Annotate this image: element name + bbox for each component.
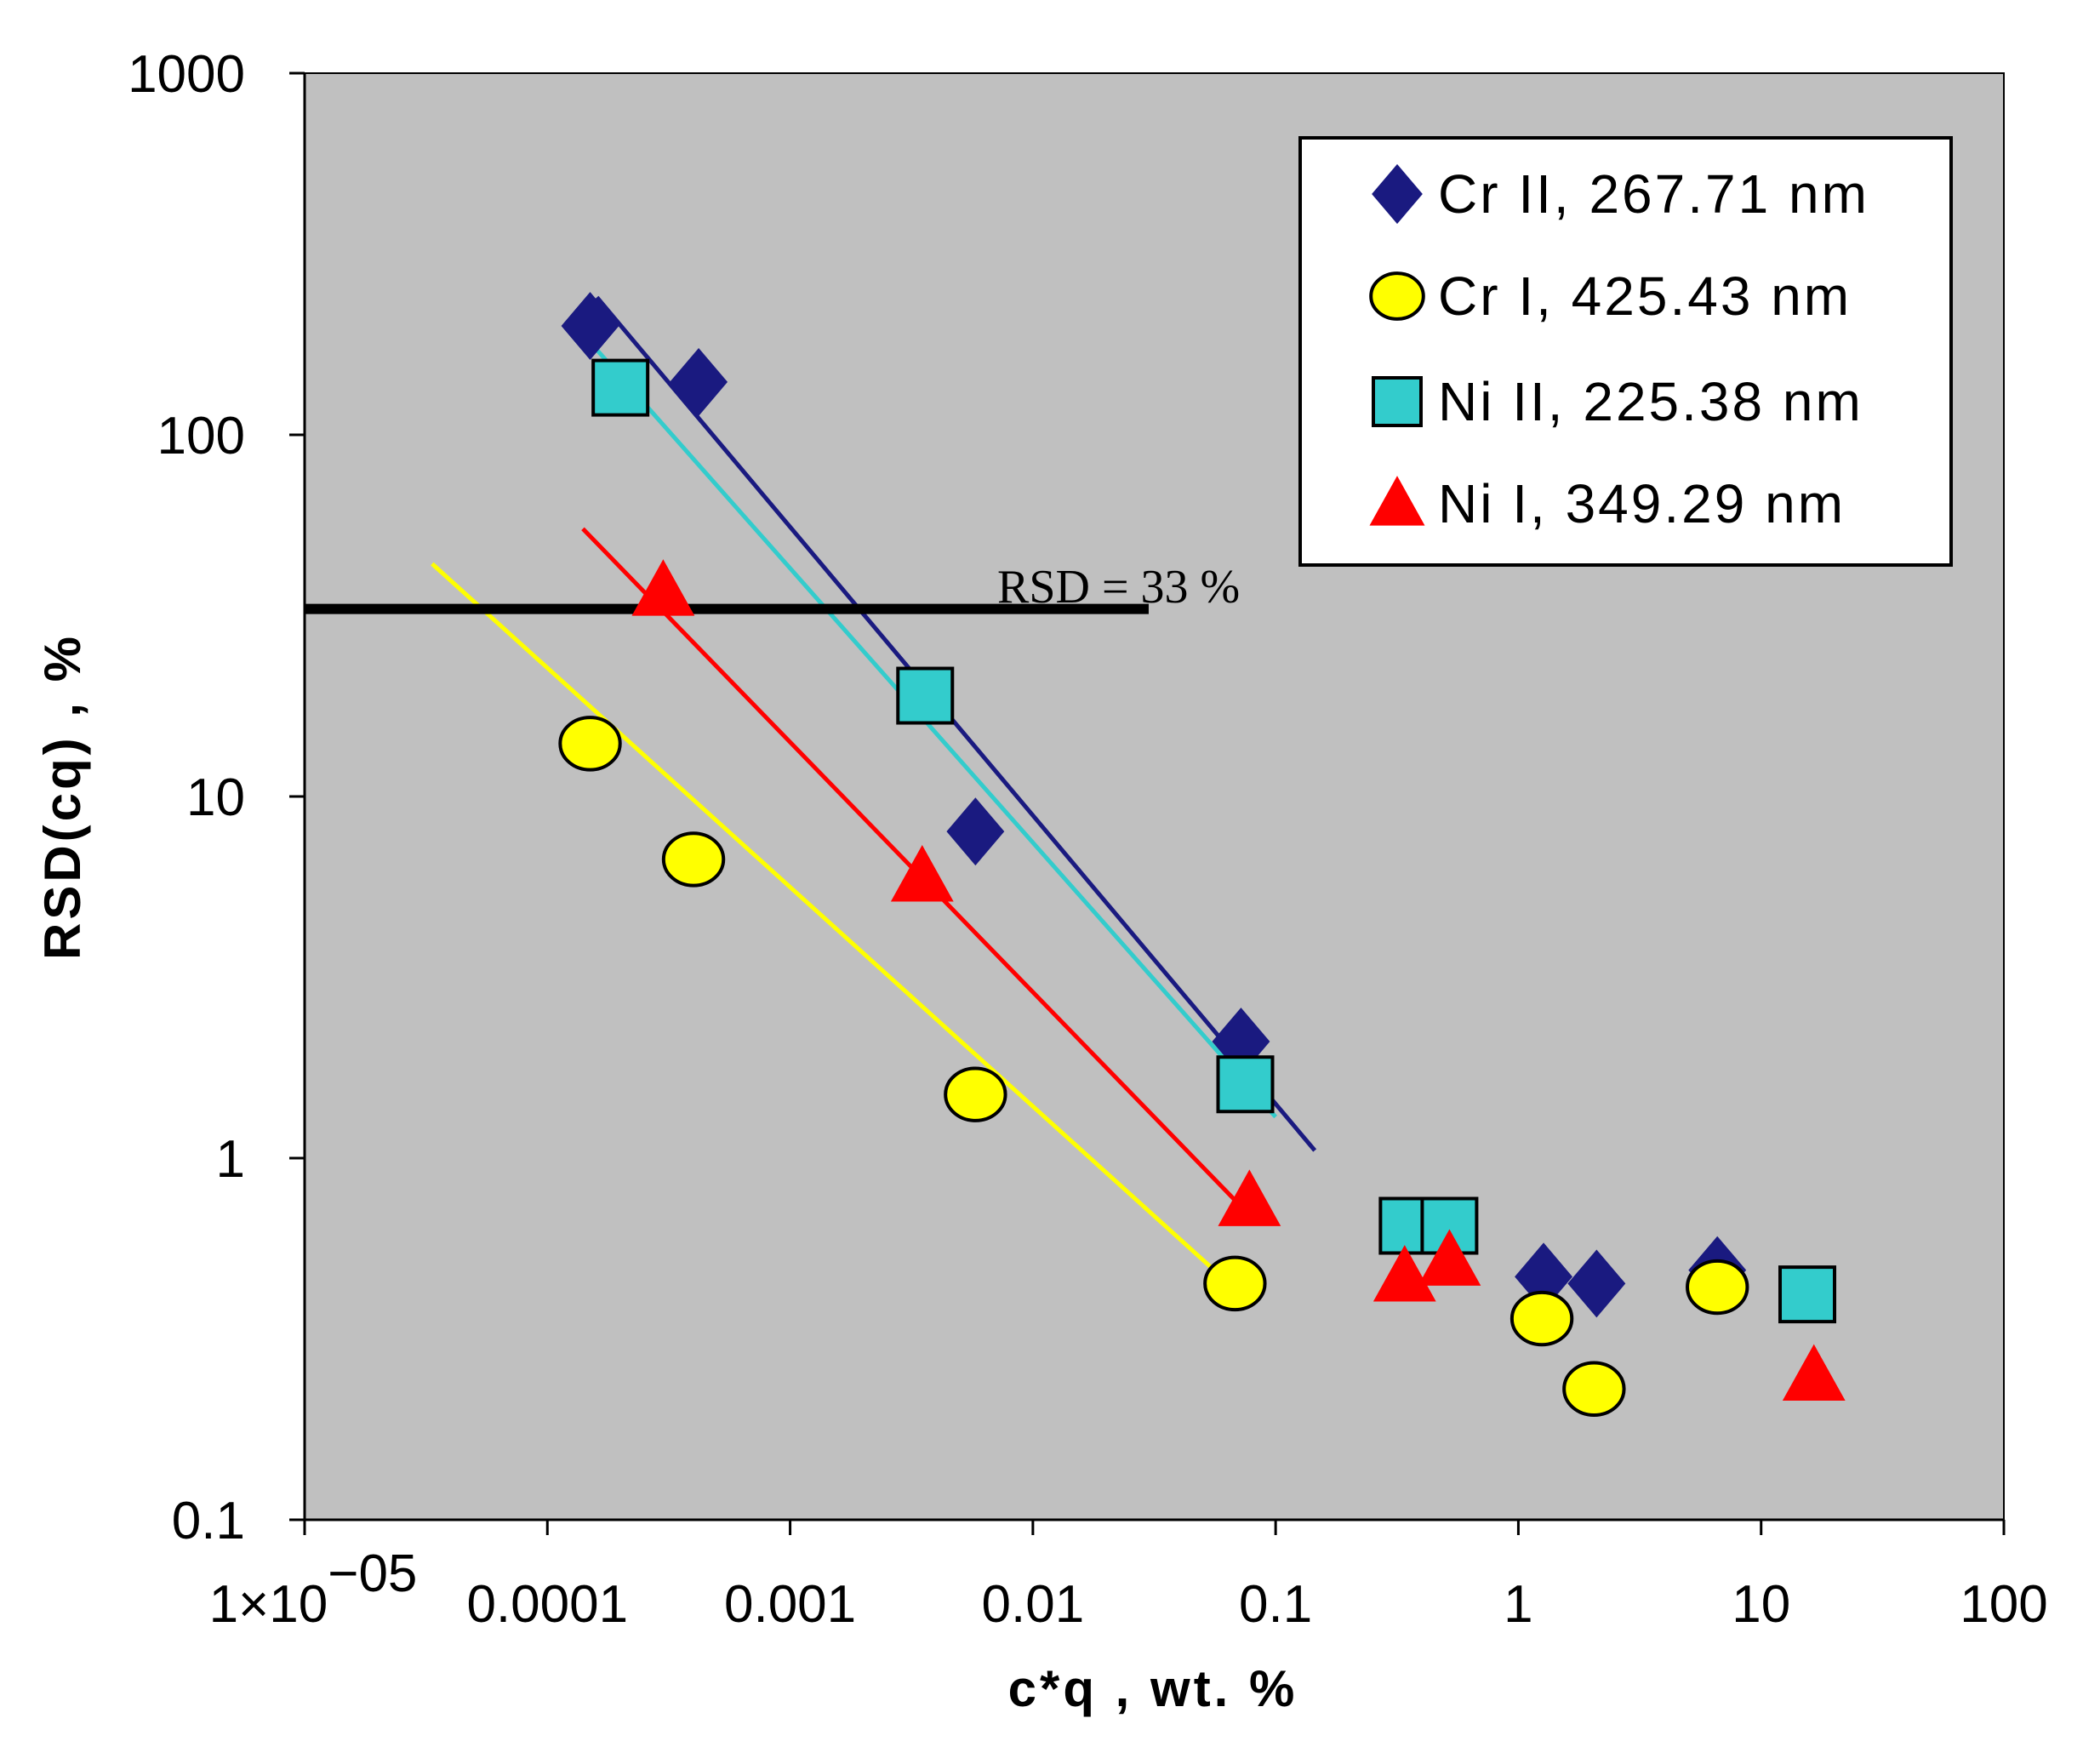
data-point-diamond <box>670 347 728 416</box>
x-tick-label: 1×10−05 <box>209 1544 418 1634</box>
data-point-circle <box>1686 1259 1749 1316</box>
y-tick-label: 0.1 <box>172 1492 245 1550</box>
data-point-circle <box>1509 1290 1574 1347</box>
data-point-circle <box>944 1066 1007 1122</box>
x-tick-label: 0.001 <box>724 1575 856 1634</box>
data-point-triangle <box>890 845 954 902</box>
x-tick-label: 0.01 <box>982 1575 1085 1634</box>
data-markers <box>558 292 1846 1417</box>
fit-line <box>595 295 1317 1152</box>
legend-label: Ni I, 349.29 nm <box>1438 473 1846 534</box>
data-point-triangle <box>1218 1169 1281 1226</box>
fit-line <box>581 527 1240 1205</box>
fit-line <box>581 332 1278 1119</box>
legend-label: Cr I, 425.43 nm <box>1438 265 1852 327</box>
data-point-triangle <box>631 559 695 616</box>
data-point-triangle <box>1782 1344 1846 1401</box>
y-tick-label: 100 <box>157 407 245 465</box>
reference-line-group: RSD = 33 % <box>305 561 1240 614</box>
fit-line <box>431 562 1227 1282</box>
data-point-square <box>896 666 955 725</box>
y-axis-title: RSD(cq) , % <box>34 633 91 960</box>
legend-marker-square <box>1372 376 1423 427</box>
x-tick-label: 1 <box>1504 1575 1532 1634</box>
data-point-square <box>1216 1055 1275 1114</box>
data-point-square <box>1778 1265 1837 1324</box>
x-tick-label: 0.1 <box>1239 1575 1312 1634</box>
data-point-diamond <box>561 292 619 361</box>
legend: Cr II, 267.71 nm Cr I, 425.43 nm Ni II, 22… <box>1298 136 1953 567</box>
y-tick-label: 1 <box>216 1130 245 1189</box>
data-point-triangle <box>1372 1245 1436 1302</box>
y-tick-label: 1000 <box>128 45 245 104</box>
legend-label: Ni II, 225.38 nm <box>1438 371 1863 432</box>
x-tick-label: 100 <box>1960 1575 2047 1634</box>
data-point-triangle <box>1418 1229 1481 1286</box>
data-point-circle <box>1203 1255 1267 1312</box>
y-tick-label: 10 <box>186 768 245 827</box>
data-point-circle <box>1562 1361 1626 1417</box>
axes: 0.1 1 10 100 1000 1×10−05 0.0001 0.001 0.01 0.1 1 1… <box>128 45 2048 1634</box>
x-tick-label: 0.0001 <box>466 1575 628 1634</box>
data-point-square <box>591 358 650 417</box>
legend-marker-circle <box>1369 271 1425 321</box>
legend-marker-diamond <box>1372 163 1423 225</box>
data-point-diamond <box>1567 1249 1626 1318</box>
x-tick-label: 10 <box>1732 1575 1790 1634</box>
data-point-circle <box>661 831 726 888</box>
legend-marker-triangle <box>1369 476 1425 526</box>
legend-label: Cr II, 267.71 nm <box>1438 163 1869 225</box>
data-point-diamond <box>946 797 1005 866</box>
fit-lines <box>431 295 1317 1282</box>
data-point-circle <box>558 716 622 772</box>
x-axis-title: c*q , wt. % <box>1008 1660 1298 1717</box>
